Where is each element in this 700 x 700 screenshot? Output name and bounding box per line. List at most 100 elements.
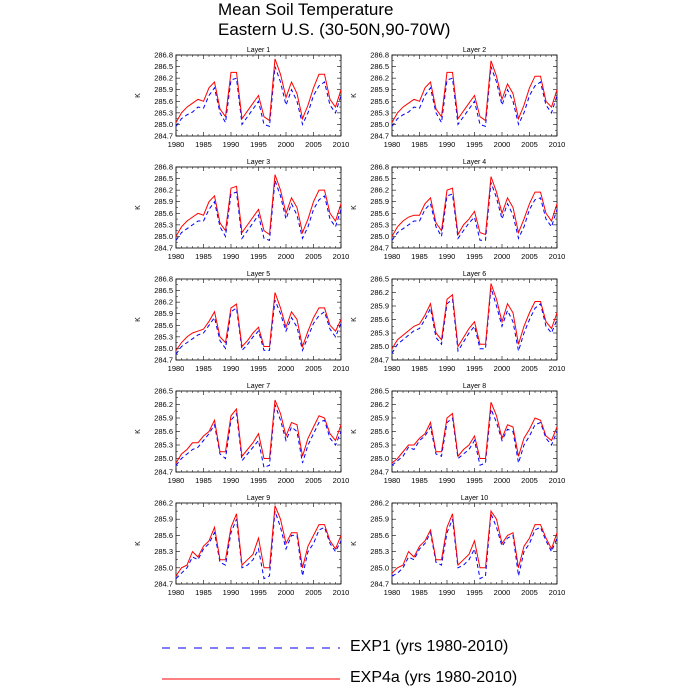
series-line-exp4a xyxy=(175,58,342,123)
x-tick-label: 2010 xyxy=(549,588,566,597)
x-tick-label: 2010 xyxy=(549,252,566,261)
x-tick-label: 2010 xyxy=(549,364,566,373)
y-axis-label: K xyxy=(351,429,358,434)
y-tick-label: 285.6 xyxy=(154,531,173,540)
y-tick-label: 286.8 xyxy=(154,275,173,284)
series-line-exp4a xyxy=(175,292,342,351)
x-tick-label: 1980 xyxy=(384,140,401,149)
y-tick-label: 285.6 xyxy=(370,315,389,324)
x-tick-label: 2000 xyxy=(278,476,295,485)
x-tick-label: 2005 xyxy=(305,364,322,373)
y-axis-label: K xyxy=(351,317,358,322)
x-tick-label: 2010 xyxy=(333,588,350,597)
y-tick-label: 284.7 xyxy=(370,356,389,365)
x-tick-label: 2000 xyxy=(494,252,511,261)
panel-title: Layer 5 xyxy=(247,271,270,278)
x-tick-label: 1995 xyxy=(250,252,267,261)
x-tick-label: 1990 xyxy=(223,476,240,485)
y-axis-label: K xyxy=(351,93,358,98)
y-tick-label: 285.3 xyxy=(154,332,173,341)
y-tick-label: 285.6 xyxy=(154,209,173,218)
x-tick-label: 2010 xyxy=(549,476,566,485)
x-tick-label: 1985 xyxy=(411,140,428,149)
x-tick-label: 1990 xyxy=(439,476,456,485)
x-tick-label: 2010 xyxy=(333,140,350,149)
y-tick-label: 285.9 xyxy=(154,515,173,524)
x-tick-label: 1980 xyxy=(384,476,401,485)
y-tick-label: 285.9 xyxy=(370,414,389,423)
series-line-exp4a xyxy=(391,402,558,464)
series-line-exp4a xyxy=(391,283,558,350)
x-tick-label: 2005 xyxy=(305,476,322,485)
plot-frame xyxy=(175,390,342,473)
x-tick-label: 2000 xyxy=(494,364,511,373)
chart-title-block: Mean Soil Temperature Eastern U.S. (30-5… xyxy=(218,0,538,40)
x-tick-label: 1985 xyxy=(195,252,212,261)
y-tick-label: 285.3 xyxy=(154,108,173,117)
y-tick-label: 284.7 xyxy=(154,356,173,365)
y-tick-label: 286.2 xyxy=(154,186,173,195)
x-tick-label: 2000 xyxy=(494,140,511,149)
x-tick-label: 2005 xyxy=(521,140,538,149)
x-tick-label: 1990 xyxy=(439,588,456,597)
y-axis-label: K xyxy=(135,429,142,434)
y-tick-label: 285.9 xyxy=(370,85,389,94)
chart-panel-8: Layer 8 K 284.7 285.0 285.3 285.6 285.9 286.2 28… xyxy=(351,383,565,485)
x-tick-label: 1990 xyxy=(439,140,456,149)
series-line-exp4a xyxy=(391,60,558,123)
y-tick-label: 284.7 xyxy=(370,132,389,141)
y-tick-label: 286.5 xyxy=(154,387,173,396)
x-tick-label: 1995 xyxy=(250,588,267,597)
x-tick-label: 1985 xyxy=(411,588,428,597)
x-tick-label: 1995 xyxy=(466,252,483,261)
x-tick-label: 1995 xyxy=(466,140,483,149)
x-tick-label: 2005 xyxy=(521,476,538,485)
panel-title: Layer 10 xyxy=(461,495,488,502)
y-tick-label: 284.7 xyxy=(154,468,173,477)
x-tick-label: 1990 xyxy=(223,252,240,261)
x-tick-label: 1985 xyxy=(195,364,212,373)
x-tick-label: 1985 xyxy=(411,252,428,261)
x-tick-label: 1995 xyxy=(250,476,267,485)
y-tick-label: 286.2 xyxy=(154,400,173,409)
y-tick-label: 285.6 xyxy=(370,531,389,540)
x-tick-label: 1990 xyxy=(439,252,456,261)
x-tick-label: 2010 xyxy=(333,252,350,261)
y-tick-label: 284.7 xyxy=(370,244,389,253)
y-tick-label: 284.7 xyxy=(370,580,389,589)
x-tick-label: 1985 xyxy=(195,588,212,597)
chart-panel-4: Layer 4 K 284.7 285.0 285.3 285.6 285.9 286.2 28… xyxy=(351,159,565,261)
x-tick-label: 2005 xyxy=(521,364,538,373)
x-tick-label: 2005 xyxy=(521,252,538,261)
series-line-exp1 xyxy=(391,66,558,128)
y-tick-label: 286.5 xyxy=(370,387,389,396)
x-tick-label: 1980 xyxy=(168,476,185,485)
y-tick-label: 286.8 xyxy=(370,163,389,172)
y-axis-label: K xyxy=(135,317,142,322)
series-line-exp1 xyxy=(391,182,558,241)
chart-title: Mean Soil Temperature xyxy=(218,0,394,19)
y-tick-label: 286.5 xyxy=(154,174,173,183)
y-tick-label: 285.6 xyxy=(154,427,173,436)
series-line-exp1 xyxy=(175,180,342,241)
y-tick-label: 286.5 xyxy=(370,62,389,71)
y-tick-label: 285.6 xyxy=(370,97,389,106)
y-tick-label: 285.9 xyxy=(154,414,173,423)
y-tick-label: 286.5 xyxy=(370,275,389,284)
y-tick-label: 285.3 xyxy=(370,441,389,450)
x-tick-label: 2005 xyxy=(305,588,322,597)
chart-panel-2: Layer 2 K 284.7 285.0 285.3 285.6 285.9 286.2 28… xyxy=(351,47,565,149)
x-tick-label: 1980 xyxy=(168,364,185,373)
x-tick-label: 1980 xyxy=(168,140,185,149)
y-tick-label: 285.0 xyxy=(370,120,389,129)
y-tick-label: 284.7 xyxy=(154,244,173,253)
y-tick-label: 286.2 xyxy=(154,499,173,508)
y-tick-label: 285.6 xyxy=(370,209,389,218)
x-tick-label: 2000 xyxy=(278,588,295,597)
chart-panel-6: Layer 6 K 284.7 285.0 285.3 285.6 285.9 286.2 28… xyxy=(351,271,565,373)
legend-label-exp4a: EXP4a (yrs 1980-2010) xyxy=(350,669,518,686)
panel-title: Layer 4 xyxy=(463,159,486,166)
plot-frame xyxy=(175,166,342,249)
series-line-exp4a xyxy=(391,509,558,574)
x-tick-label: 1980 xyxy=(384,588,401,597)
